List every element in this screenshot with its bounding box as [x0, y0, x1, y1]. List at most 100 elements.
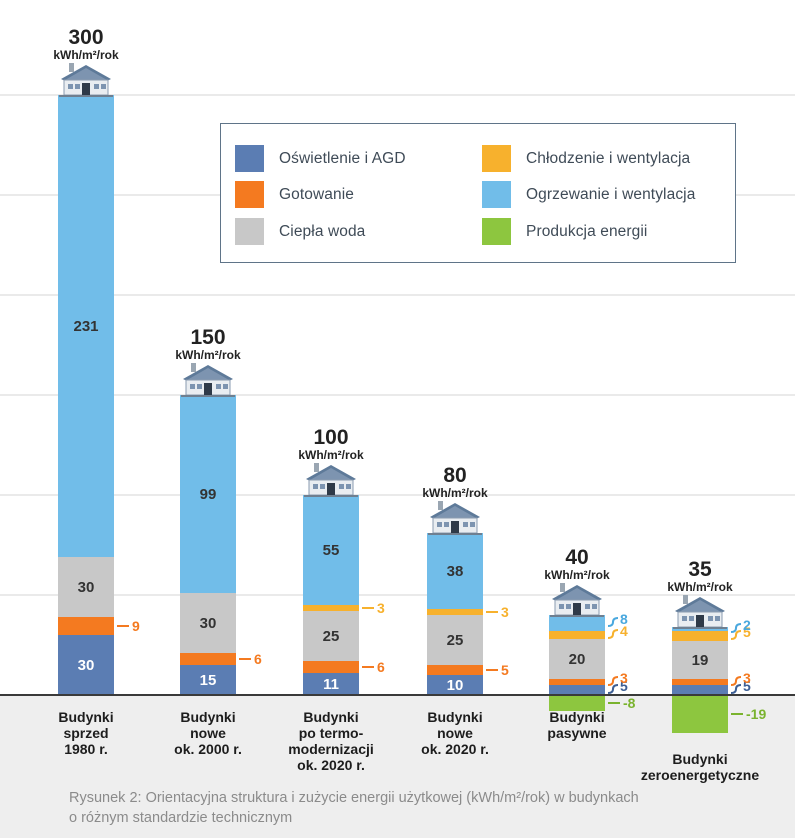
bar-segment-lighting	[427, 675, 483, 695]
segment-side-label: 6	[254, 651, 262, 667]
legend-item-lighting: Oświetlenie i AGD	[235, 145, 406, 172]
segment-value-label: 25	[323, 628, 340, 645]
bar-unit-label: kWh/m²/rok	[298, 448, 364, 462]
house-chimney	[560, 583, 565, 592]
segment-value-label: 19	[692, 652, 709, 669]
caption-line-1: Rysunek 2: Orientacyjna struktura i zuży…	[69, 790, 639, 806]
category-label: ok. 2020 r.	[421, 741, 489, 757]
bar-segment-cooling	[427, 609, 483, 615]
house-window	[75, 84, 80, 89]
leader-line	[607, 629, 619, 639]
figure-caption: Rysunek 2: Orientacyjna struktura i zuży…	[69, 788, 769, 828]
house-window	[566, 604, 571, 609]
leader-line	[730, 684, 742, 694]
bar-unit-label: kWh/m²/rok	[667, 580, 733, 594]
house-base	[673, 627, 727, 629]
bar-total-label: 40	[565, 546, 588, 569]
segment-side-label: 2	[743, 617, 751, 633]
category-label: Budynki	[58, 709, 113, 725]
segment-value-label: 30	[200, 615, 217, 632]
legend-swatch-hot-water	[235, 218, 264, 245]
bar-segment-hot_water	[549, 639, 605, 679]
house-chimney	[314, 463, 319, 472]
segment-side-label: 4	[620, 623, 628, 639]
bar-total-label: 300	[68, 26, 103, 49]
house-chimney	[191, 363, 196, 372]
bar-segment-heating	[427, 533, 483, 609]
legend-item-production: Produkcja energii	[482, 218, 647, 245]
category-label: Budynki	[180, 709, 235, 725]
segment-value-label: 25	[447, 632, 464, 649]
bar-segment-lighting	[180, 665, 236, 695]
leader-line	[730, 623, 742, 633]
house-window	[444, 522, 449, 527]
house-door	[451, 521, 459, 533]
house-icon	[428, 501, 482, 535]
house-door	[327, 483, 335, 495]
bar-segment-production	[549, 695, 605, 711]
house-roof-face	[310, 468, 352, 480]
bar-segment-hot_water	[180, 593, 236, 653]
house-chimney	[683, 595, 688, 604]
bar-unit-label: kWh/m²/rok	[422, 486, 488, 500]
house-window	[470, 522, 475, 527]
category-label: po termo-	[299, 725, 364, 741]
house-window	[463, 522, 468, 527]
bar-segment-lighting	[672, 685, 728, 695]
house-window	[592, 604, 597, 609]
house-window	[190, 384, 195, 389]
legend-item-cooling: Chłodzenie i wentylacja	[482, 145, 690, 172]
house-window	[223, 384, 228, 389]
segment-value-label: 10	[447, 677, 464, 694]
bar-total-label: 100	[313, 426, 348, 449]
category-label: ok. 2020 r.	[297, 757, 365, 773]
bar-segment-cooking	[427, 665, 483, 675]
bar-unit-label: kWh/m²/rok	[175, 348, 241, 362]
bar-segment-cooking	[549, 679, 605, 685]
category-label: nowe	[190, 725, 226, 741]
category-label: nowe	[437, 725, 473, 741]
bar-segment-heating	[303, 495, 359, 605]
leader-line	[607, 676, 619, 686]
bar-unit-label: kWh/m²/rok	[53, 48, 119, 62]
house-door	[696, 615, 704, 627]
house-roof-face	[65, 68, 107, 80]
bar-total-label: 80	[443, 464, 466, 487]
segment-value-label: 55	[323, 542, 340, 559]
house-base	[428, 533, 482, 535]
bar-segment-heating	[549, 615, 605, 631]
segment-side-label: 9	[132, 618, 140, 634]
category-label: modernizacji	[288, 741, 374, 757]
bar-segment-cooking	[303, 661, 359, 673]
segment-value-label: 20	[569, 651, 586, 668]
legend: Oświetlenie i AGD Chłodzenie i wentylacj…	[220, 123, 736, 263]
segment-value-label: 231	[73, 318, 98, 335]
segment-value-label: 11	[323, 676, 339, 693]
house-window	[94, 84, 99, 89]
house-window	[320, 484, 325, 489]
bar-segment-hot_water	[672, 641, 728, 679]
legend-label-cooking: Gotowanie	[279, 185, 355, 203]
legend-swatch-lighting	[235, 145, 264, 172]
footer-band	[0, 695, 795, 838]
house-window	[715, 616, 720, 621]
house-window	[68, 84, 73, 89]
bar-segment-cooling	[672, 631, 728, 641]
house-icon	[304, 463, 358, 497]
legend-label-hot-water: Ciepła woda	[279, 222, 366, 240]
bar-segment-hot_water	[303, 611, 359, 661]
bar-segment-hot_water	[58, 557, 114, 617]
bar-total-label: 35	[688, 558, 712, 581]
caption-line-2: o różnym standardzie technicznym	[69, 810, 293, 826]
segment-side-label: 8	[620, 611, 628, 627]
house-door	[204, 383, 212, 395]
house-base	[304, 495, 358, 497]
legend-label-production: Produkcja energii	[526, 222, 648, 240]
bar-segment-cooling	[303, 605, 359, 611]
house-roof-face	[679, 600, 721, 612]
bar-segment-lighting	[303, 673, 359, 695]
bar-total-label: 150	[190, 326, 225, 349]
